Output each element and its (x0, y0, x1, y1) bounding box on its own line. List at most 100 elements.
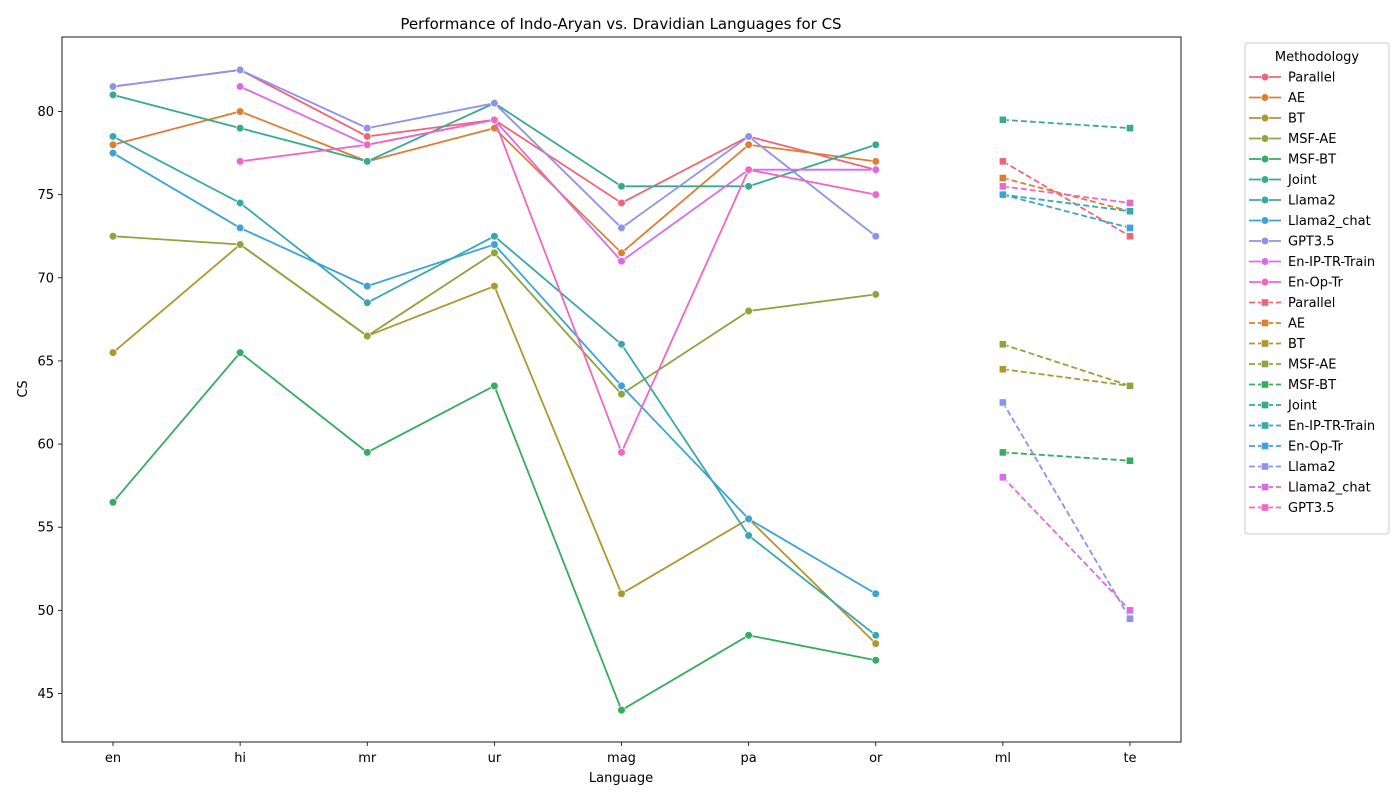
data-point (998, 174, 1007, 182)
legend-swatch-marker (1260, 93, 1270, 102)
legend-label: MSF-BT (1288, 378, 1336, 393)
data-point (363, 140, 372, 149)
y-tick-label: 75 (37, 188, 54, 203)
legend-swatch-marker (1261, 401, 1269, 409)
data-point (617, 589, 626, 598)
data-point (1126, 456, 1134, 465)
series-line (1002, 476, 1131, 611)
series-indo-aryan-parallel (108, 65, 880, 208)
series-line (1002, 185, 1131, 204)
legend-label: BT (1288, 337, 1305, 352)
legend-label: Llama2 (1288, 460, 1336, 475)
y-tick-label: 80 (37, 105, 54, 120)
data-point (490, 282, 499, 291)
data-point (871, 631, 880, 640)
data-point (1126, 614, 1134, 623)
legend-item: MSF-AE (1249, 132, 1336, 147)
legend-item: Llama2_chat (1249, 214, 1371, 229)
legend-label: AE (1288, 317, 1305, 332)
data-point (998, 340, 1007, 349)
series-indo-aryan-msf-ae (108, 232, 880, 399)
series-line (240, 118, 876, 455)
legend-swatch-marker (1261, 462, 1269, 471)
legend-swatch-marker (1260, 134, 1270, 143)
data-point (744, 165, 753, 174)
legend-label: Llama2_chat (1288, 214, 1371, 229)
legend-item: BT (1249, 337, 1305, 352)
y-tick-label: 65 (37, 354, 54, 369)
data-point (108, 148, 118, 158)
legend-label: BT (1288, 112, 1305, 127)
x-tick-label: te (1123, 751, 1136, 766)
data-point (108, 498, 118, 507)
data-point (617, 706, 626, 715)
y-tick-label: 60 (37, 438, 54, 453)
data-point (617, 198, 626, 208)
series-line (112, 235, 876, 396)
legend-swatch-marker (1260, 175, 1270, 184)
data-point (1126, 207, 1134, 216)
data-point (617, 340, 626, 349)
x-tick-label: hi (234, 751, 246, 766)
legend-item: MSF-BT (1249, 378, 1336, 393)
legend-label: MSF-AE (1288, 132, 1336, 147)
series-dravidian-llama2 (998, 398, 1134, 623)
series-dravidian-parallel (998, 157, 1134, 241)
data-point (490, 99, 499, 108)
x-tick-label: mag (607, 751, 636, 766)
data-point (871, 190, 880, 199)
series-line (1002, 118, 1131, 130)
series-indo-aryan-en-op-tr (236, 115, 880, 457)
series-layer (108, 65, 1134, 715)
legend-swatch-marker (1261, 503, 1269, 512)
legend-swatch-marker (1260, 277, 1270, 287)
series-line (1002, 160, 1131, 237)
x-tick-label: or (869, 751, 883, 766)
legend-label: En-Op-Tr (1288, 440, 1344, 455)
y-axis-label: CS (16, 380, 31, 397)
legend-item: Llama2 (1249, 194, 1336, 209)
legend-item: GPT3.5 (1249, 501, 1335, 516)
series-dravidian-gpt3-5 (998, 182, 1134, 207)
series-line (1002, 193, 1131, 213)
data-point (363, 448, 372, 457)
data-point (236, 348, 245, 357)
data-point (1126, 232, 1134, 241)
data-point (871, 639, 880, 648)
y-tick-label: 50 (37, 604, 54, 619)
series-line (112, 152, 877, 595)
data-point (490, 240, 499, 249)
legend-label: Joint (1287, 399, 1317, 414)
data-point (871, 157, 880, 166)
y-axis: 45 50 55 60 65 70 75 80 (37, 105, 62, 702)
legend-swatch-marker (1261, 319, 1269, 327)
data-point (1126, 124, 1134, 133)
legend-swatch-marker (1261, 360, 1269, 368)
data-point (744, 631, 753, 640)
legend-item: Llama2 (1249, 460, 1336, 475)
data-point (363, 282, 372, 291)
series-indo-aryan-msf-bt (108, 348, 880, 715)
legend-swatch-marker (1260, 72, 1270, 82)
legend-item: BT (1249, 112, 1305, 127)
legend-item: En-Op-Tr (1249, 440, 1344, 455)
series-dravidian-msf-ae (998, 340, 1134, 390)
data-point (490, 248, 499, 257)
series-indo-aryan-bt (108, 240, 880, 648)
legend-item: MSF-AE (1249, 358, 1336, 373)
legend-item: Llama2_chat (1249, 481, 1371, 496)
data-point (108, 140, 118, 149)
data-point (236, 240, 245, 249)
legend-item: En-IP-TR-Train (1249, 255, 1375, 270)
legend-item: MSF-BT (1249, 153, 1336, 168)
legend-label: Parallel (1288, 296, 1335, 311)
data-point (617, 257, 626, 266)
data-point (490, 232, 499, 241)
legend-item: Parallel (1249, 296, 1335, 311)
series-dravidian-joint (998, 115, 1134, 133)
series-indo-aryan-gpt3-5 (108, 65, 880, 241)
x-axis-label: Language (589, 771, 653, 786)
data-point (108, 90, 118, 99)
data-point (871, 140, 880, 149)
